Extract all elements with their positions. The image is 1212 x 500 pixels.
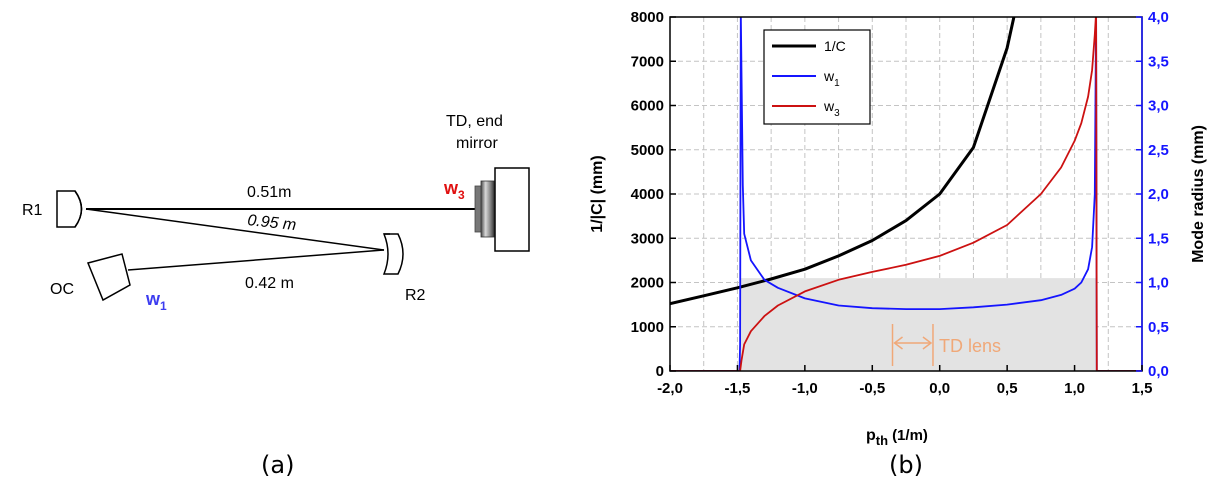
x-tick-label: 0,0 [929,380,950,397]
x-tick-label: 1,5 [1132,380,1153,397]
y-left-tick-label: 8000 [631,9,664,26]
label-r2: R2 [405,287,426,304]
y-left-tick-label: 6000 [631,98,664,115]
label-td-line1: TD, end [446,113,503,130]
axes: -2,0 -1,5 -1,0 -0,5 0,0 0,5 1,0 1,5 0 1000 2000 300… [631,9,1169,397]
series-line-w3 [670,17,1142,371]
mirror-r2 [382,233,404,275]
annotation-arrow-head-left [893,336,903,350]
beam-r1-r2 [85,208,385,251]
legend-label-w1: w1 [823,68,840,89]
y-left-tick-label: 1000 [631,319,664,336]
legend-label-main: 1/C [824,38,846,54]
x-axis-title-unit: (1/m) [892,427,928,444]
y-right-tick-label: 2,0 [1148,186,1169,203]
y-left-tick-label: 4000 [631,186,664,203]
annotation-layer: TD lens [891,324,1001,366]
td-end-mirror [474,167,530,252]
label-w3: w3 [443,178,465,202]
legend-label-sub: 1 [834,78,840,89]
series-line-1-C [670,17,1016,306]
x-tick-label: -1,0 [792,380,818,397]
x-tick-label: 0,5 [997,380,1018,397]
y-right-tick-label: 4,0 [1148,9,1169,26]
legend-label-1-C: 1/C [824,38,846,54]
legend-label-sub: 3 [834,108,840,119]
annotation-arrow-head-right [922,336,933,350]
y-left-tick-label: 0 [656,363,664,380]
y-right-tick-label: 1,0 [1148,275,1169,292]
distance-r1-td: 0.51m [247,184,291,201]
y-right-tick-label: 3,0 [1148,98,1169,115]
distance-oc-r2: 0.42 m [245,275,294,292]
x-axis-title-main: p [866,427,876,444]
panel-label-a: (a) [261,451,294,479]
y-left-tick-label: 2000 [631,275,664,292]
y-left-tick-label: 3000 [631,230,664,247]
mirror-oc [86,253,131,302]
cavity-diagram: R1 R2 OC TD, end mirror 0.51m 0.95 m 0.4… [22,113,530,313]
beam-oc-r2 [127,249,385,271]
x-tick-label: 1,0 [1064,380,1085,397]
y-right-tick-label: 1,5 [1148,230,1169,247]
label-w3-main: w [443,178,459,198]
label-w3-sub: 3 [458,188,465,202]
stability-shading [740,278,1097,371]
mirror-r1 [56,190,83,228]
y-right-tick-label: 2,5 [1148,142,1169,159]
label-w1-sub: 1 [160,299,167,313]
panel-label-b: (b) [889,451,923,479]
x-axis-title: pth (1/m) [866,427,928,448]
y-right-tick-label: 0,5 [1148,319,1169,336]
y-left-tick-label: 7000 [631,53,664,70]
label-r1: R1 [22,202,43,219]
series-layer [670,17,1142,371]
x-tick-label: -2,0 [657,380,683,397]
series-line-w1 [670,17,1142,371]
label-w1-main: w [145,289,161,309]
legend-label-main: w [823,98,835,114]
legend-label-w3: w3 [823,98,840,119]
label-w1: w1 [145,289,167,313]
y-right-tick-label: 3,5 [1148,53,1169,70]
y-axis-left-title: 1/|C| (mm) [589,155,606,232]
chart: TD lens -2,0 -1,5 -1,0 -0,5 0,0 0,5 1,0 1,5 0 100… [589,9,1207,448]
label-td-line2: mirror [456,135,498,152]
y-right-tick-label: 0,0 [1148,363,1169,380]
x-axis-title-sub: th [876,433,888,448]
legend-label-main: w [823,68,835,84]
y-left-tick-label: 5000 [631,142,664,159]
y-axis-right-title: Mode radius (mm) [1190,125,1207,263]
x-tick-label: -1,5 [724,380,750,397]
label-oc: OC [50,281,74,298]
stability-region [740,278,1097,371]
annotation-label: TD lens [939,336,1001,356]
x-tick-label: -0,5 [859,380,885,397]
distance-r1-r2: 0.95 m [247,212,297,234]
